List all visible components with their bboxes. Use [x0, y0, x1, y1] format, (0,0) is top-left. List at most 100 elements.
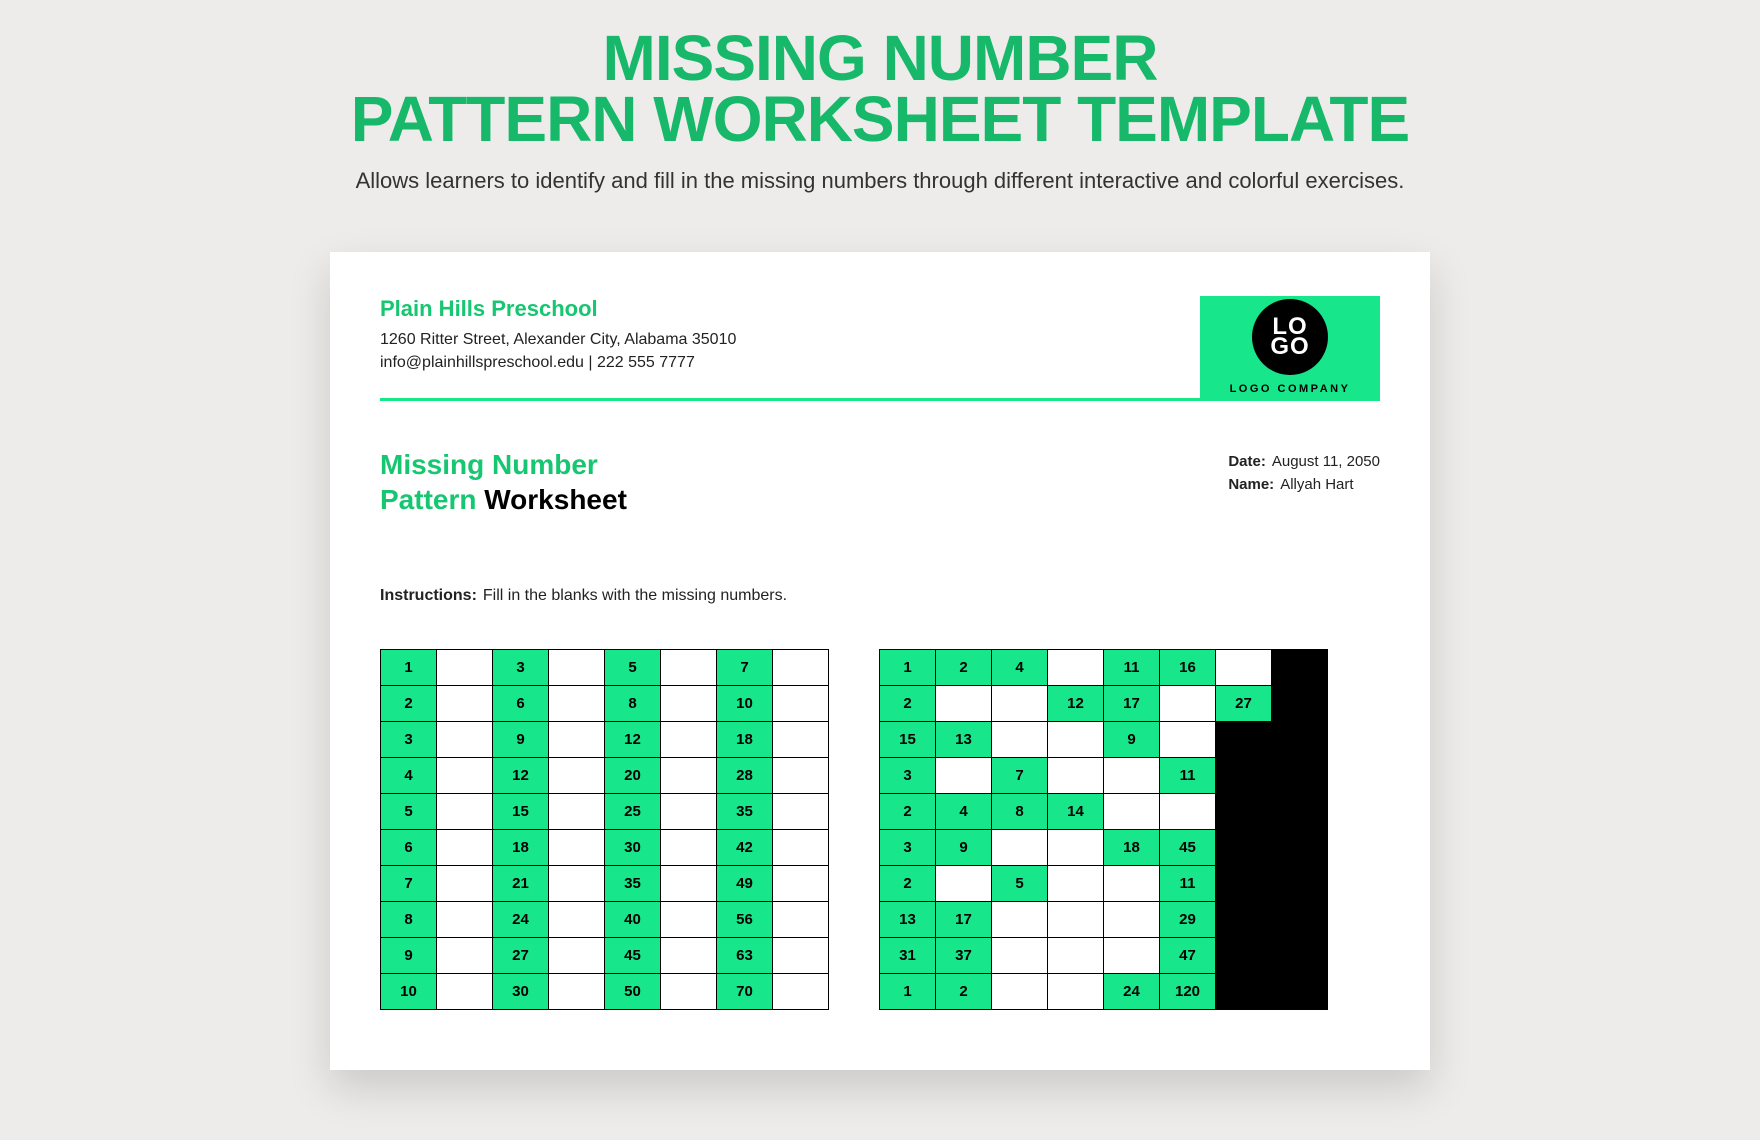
grid-cell	[1216, 938, 1272, 974]
grid-cell: 45	[1160, 830, 1216, 866]
grid-cell: 30	[605, 830, 661, 866]
grid-cell	[437, 794, 493, 830]
grid-cell: 7	[717, 650, 773, 686]
hero-line2: PATTERN WORKSHEET TEMPLATE	[0, 89, 1760, 150]
grid-cell: 9	[381, 938, 437, 974]
grid-cell	[773, 758, 829, 794]
table-row: 9274563	[381, 938, 829, 974]
grid-cell: 5	[381, 794, 437, 830]
grid-cell	[773, 938, 829, 974]
grid-cell: 13	[936, 722, 992, 758]
table-row: 1224120	[880, 974, 1328, 1010]
table-row: 6183042	[381, 830, 829, 866]
grid-cell: 7	[992, 758, 1048, 794]
grid-cell	[1048, 758, 1104, 794]
grid-cell: 5	[992, 866, 1048, 902]
grid-cell	[437, 938, 493, 974]
grid-cell: 8	[605, 686, 661, 722]
instructions-label: Instructions:	[380, 587, 477, 604]
grid-cell	[992, 830, 1048, 866]
grid-cell: 2	[381, 686, 437, 722]
grid-cell	[1104, 902, 1160, 938]
grid-cell: 15	[880, 722, 936, 758]
table-row: 2121727	[880, 686, 1328, 722]
grid-cell: 11	[1160, 758, 1216, 794]
grid-cell	[661, 830, 717, 866]
grid-cell: 56	[717, 902, 773, 938]
grid-cell: 70	[717, 974, 773, 1010]
grid-cell: 3	[381, 722, 437, 758]
grid-cell: 3	[880, 830, 936, 866]
grid-cell	[437, 758, 493, 794]
grid-cell	[773, 902, 829, 938]
grid-cell: 3	[493, 650, 549, 686]
grid-cell	[1272, 938, 1328, 974]
grid-cell	[773, 974, 829, 1010]
table-row: 2 6 8 10	[381, 686, 829, 722]
grid-cell	[661, 758, 717, 794]
grids-container: 1357268103912184122028515253561830427213…	[380, 649, 1380, 1010]
grid-cell	[549, 866, 605, 902]
grid-cell	[1216, 794, 1272, 830]
grid-cell	[661, 902, 717, 938]
grid-cell	[1216, 830, 1272, 866]
grid-cell	[661, 974, 717, 1010]
grid-cell	[936, 686, 992, 722]
grid-cell: 12	[605, 722, 661, 758]
table-row: 313747	[880, 938, 1328, 974]
grid-cell: 28	[717, 758, 773, 794]
grid-cell: 120	[1160, 974, 1216, 1010]
grid-cell: 4	[992, 650, 1048, 686]
grid-cell: 12	[493, 758, 549, 794]
org-name: Plain Hills Preschool	[380, 296, 736, 322]
grid-cell: 6	[381, 830, 437, 866]
grid-cell	[1216, 902, 1272, 938]
table-row: 15139	[880, 722, 1328, 758]
grid-cell	[936, 866, 992, 902]
name-value: Allyah Hart	[1280, 476, 1353, 493]
grid-cell: 13	[880, 902, 936, 938]
grid-cell: 7	[381, 866, 437, 902]
grid-cell: 18	[493, 830, 549, 866]
grid-cell	[1272, 650, 1328, 686]
grid-cell: 24	[1104, 974, 1160, 1010]
grid-cell	[992, 974, 1048, 1010]
grid-cell: 3	[880, 758, 936, 794]
grid-cell	[549, 758, 605, 794]
title-row: Missing Number Pattern Worksheet Date:Au…	[380, 447, 1380, 517]
grid-cell: 6	[493, 686, 549, 722]
grid-cell: 2	[936, 650, 992, 686]
grid-cell	[1272, 866, 1328, 902]
meta-block: Date:August 11, 2050 Name:Allyah Hart	[1228, 447, 1380, 517]
grid-cell: 35	[717, 794, 773, 830]
name-label: Name:	[1228, 476, 1274, 493]
grid-cell: 20	[605, 758, 661, 794]
grid-cell: 10	[717, 686, 773, 722]
logo-icon: LO GO	[1252, 299, 1328, 375]
hero-title: MISSING NUMBER PATTERN WORKSHEET TEMPLAT…	[0, 0, 1760, 150]
grid-cell: 14	[1048, 794, 1104, 830]
grid-cell	[1272, 830, 1328, 866]
grid-cell	[936, 758, 992, 794]
grid-cell: 24	[493, 902, 549, 938]
grid-cell	[1216, 758, 1272, 794]
org-contact: info@plainhillspreschool.edu | 222 555 7…	[380, 351, 736, 374]
table-row: 8244056	[381, 902, 829, 938]
grid-cell: 10	[381, 974, 437, 1010]
grid-cell: 11	[1104, 650, 1160, 686]
grid-cell: 49	[717, 866, 773, 902]
grid-cell	[549, 650, 605, 686]
grid-cell	[992, 686, 1048, 722]
number-grid-1: 1357268103912184122028515253561830427213…	[380, 649, 829, 1010]
table-row: 10305070	[381, 974, 829, 1010]
table-row: 1357	[381, 650, 829, 686]
grid-cell	[992, 902, 1048, 938]
title-green-1: Missing Number	[380, 449, 598, 480]
grid-cell	[549, 686, 605, 722]
grid-cell: 11	[1160, 866, 1216, 902]
grid-cell	[661, 650, 717, 686]
grid-cell: 47	[1160, 938, 1216, 974]
doc-header: Plain Hills Preschool 1260 Ritter Street…	[380, 296, 1380, 401]
instructions: Instructions:Fill in the blanks with the…	[380, 587, 1380, 605]
grid-cell	[1216, 866, 1272, 902]
